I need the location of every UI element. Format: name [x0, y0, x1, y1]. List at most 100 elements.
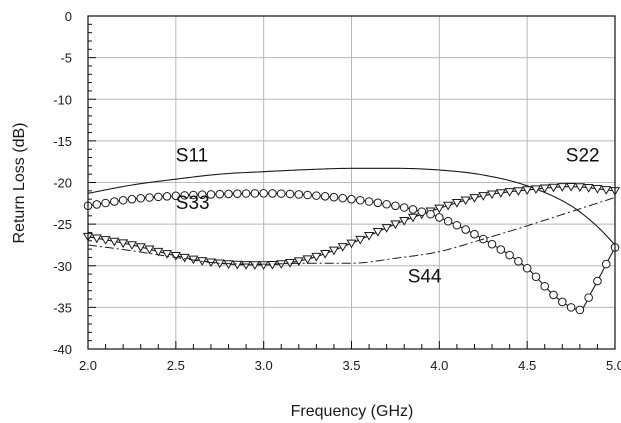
series-s33-point: [92, 200, 102, 209]
series-s33-point: [110, 197, 119, 206]
series-s22-point: [100, 236, 111, 245]
series-s33-point: [268, 189, 277, 198]
series-s22-point: [311, 252, 322, 262]
series-s33-point: [294, 190, 304, 199]
x-tick-label: 2.5: [167, 358, 185, 373]
series-annotations: S11 S22 S33 S44: [176, 146, 600, 288]
series-s33-point: [312, 191, 321, 200]
series-s22-point: [118, 239, 129, 249]
series-s11-line: [87, 167, 616, 246]
y-tick-label: -20: [53, 176, 72, 191]
series-s33-point: [101, 198, 110, 208]
series-s33-point: [180, 191, 189, 200]
series-s33-point: [549, 290, 558, 300]
series-s22-point: [144, 245, 155, 255]
series-s22-point: [267, 260, 278, 270]
series-s22-point: [451, 199, 462, 208]
series-s33-point: [408, 205, 418, 214]
series-s33-point: [259, 189, 268, 198]
series-s33-point: [558, 297, 567, 307]
y-tick-label: -15: [53, 134, 72, 149]
series-s22-point: [320, 249, 331, 259]
series-s22-point: [592, 185, 603, 194]
series-s33-point: [566, 303, 576, 312]
series-s22-point: [126, 241, 137, 250]
series-s33-point: [162, 192, 172, 201]
x-tick-label: 5.0: [606, 358, 621, 373]
series-s22-point: [504, 188, 515, 197]
series-s22-point: [170, 252, 181, 261]
series-s22-point: [530, 185, 542, 195]
series-s33-point: [575, 305, 585, 315]
x-tick-label: 4.5: [518, 358, 536, 373]
series-s22-point: [153, 247, 164, 257]
y-tick-labels: 0 -5 -10 -15 -20 -25 -30 -35 -40: [53, 9, 72, 357]
series-s33-point: [285, 189, 295, 199]
series-s22-point: [346, 239, 357, 249]
series-s22-point: [495, 189, 506, 198]
series-s22-point: [381, 224, 392, 233]
series-s33-point: [461, 225, 470, 234]
series-s33-point: [250, 189, 260, 198]
series-label-s11: S11: [176, 146, 208, 167]
series-s33-point: [417, 207, 427, 216]
x-tick-labels: 2.0 2.5 3.0 3.5 4.0 4.5 5.0: [79, 358, 621, 373]
series-s22-point: [372, 228, 383, 237]
series-s22-point: [486, 190, 498, 200]
series-s22-point: [232, 260, 243, 270]
series-s22-point: [91, 234, 102, 244]
series-s22-point: [399, 217, 410, 226]
series-s33-point: [136, 193, 145, 203]
series-layer: [82, 167, 621, 315]
y-tick-label: -25: [53, 217, 72, 232]
series-label-s33: S33: [176, 193, 210, 214]
series-s22-markers: [82, 182, 621, 270]
series-label-s22: S22: [566, 146, 600, 167]
series-s33-point: [382, 199, 391, 209]
series-s33-point: [435, 213, 444, 222]
grid-lines: [88, 16, 615, 349]
series-s22-point: [355, 235, 366, 245]
x-axis-title: Frequency (GHz): [291, 403, 414, 420]
series-s33-point: [347, 194, 356, 204]
series-s33-point: [206, 190, 216, 199]
series-s33-point: [118, 195, 128, 205]
series-s22-point: [179, 253, 190, 263]
series-s22-point: [478, 192, 489, 201]
series-s33-point: [329, 192, 339, 202]
series-s33-point: [355, 195, 365, 205]
series-s22-point: [161, 250, 173, 259]
series-s33-point: [145, 193, 154, 202]
series-s33-point: [452, 220, 462, 230]
series-s22-point: [469, 194, 480, 203]
series-s22-point: [302, 255, 313, 265]
series-s33-point: [373, 198, 383, 208]
series-s33-point: [364, 197, 374, 206]
series-s22-point: [443, 201, 454, 211]
series-s22-point: [337, 243, 348, 252]
series-s33-point: [127, 194, 137, 204]
series-s22-point: [407, 213, 419, 223]
series-s22-point: [583, 184, 594, 193]
series-s22-point: [241, 261, 252, 270]
series-s33-point: [215, 189, 225, 199]
series-s33-point: [320, 192, 330, 201]
y-axis-title: Return Loss (dB): [11, 123, 28, 244]
x-tick-label: 3.0: [255, 358, 273, 373]
series-s22-point: [601, 186, 612, 195]
series-s33-point: [189, 190, 198, 200]
y-tick-label: -40: [53, 342, 72, 357]
series-s33-point: [540, 281, 550, 291]
series-s22-point: [522, 186, 533, 195]
series-s33-point: [171, 191, 181, 201]
series-s33-point: [470, 229, 479, 239]
series-s33-point: [233, 189, 242, 198]
series-s22-point: [109, 237, 120, 247]
series-s33-point: [197, 190, 207, 199]
series-s33-point: [505, 250, 514, 260]
y-tick-label: -5: [60, 51, 72, 66]
series-s22-point: [513, 187, 524, 196]
series-s33-point: [338, 193, 348, 203]
series-s33-point: [224, 189, 233, 199]
